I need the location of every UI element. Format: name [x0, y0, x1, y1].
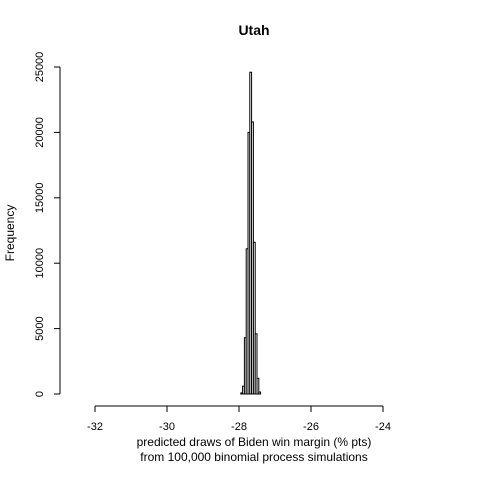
y-tick-label: 15000	[34, 183, 46, 214]
x-axis-label: predicted draws of Biden win margin (% p…	[137, 435, 372, 449]
y-tick-label: 0	[34, 391, 46, 397]
x-tick-label: -24	[375, 421, 391, 433]
chart-title: Utah	[238, 22, 269, 38]
x-tick-label: -30	[159, 421, 175, 433]
y-tick-label: 5000	[34, 316, 46, 340]
histogram-bars	[240, 71, 262, 395]
x-tick-label: -26	[303, 421, 319, 433]
y-axis: 0 5000 10000 15000 20000 25000	[34, 52, 61, 397]
y-tick-label: 20000	[34, 117, 46, 148]
x-axis: -32 -30 -28 -26 -24	[87, 405, 391, 433]
x-tick-label: -28	[231, 421, 247, 433]
x-axis-label-line2: from 100,000 binomial process simulation…	[140, 450, 367, 464]
histogram-bar	[254, 333, 258, 395]
histogram-bar	[252, 241, 256, 395]
y-axis-label: Frequency	[3, 205, 17, 262]
y-tick-label: 25000	[34, 52, 46, 83]
x-tick-label: -32	[87, 421, 103, 433]
y-tick-label: 10000	[34, 248, 46, 279]
histogram-bar	[256, 377, 260, 395]
histogram-bar	[258, 391, 262, 395]
